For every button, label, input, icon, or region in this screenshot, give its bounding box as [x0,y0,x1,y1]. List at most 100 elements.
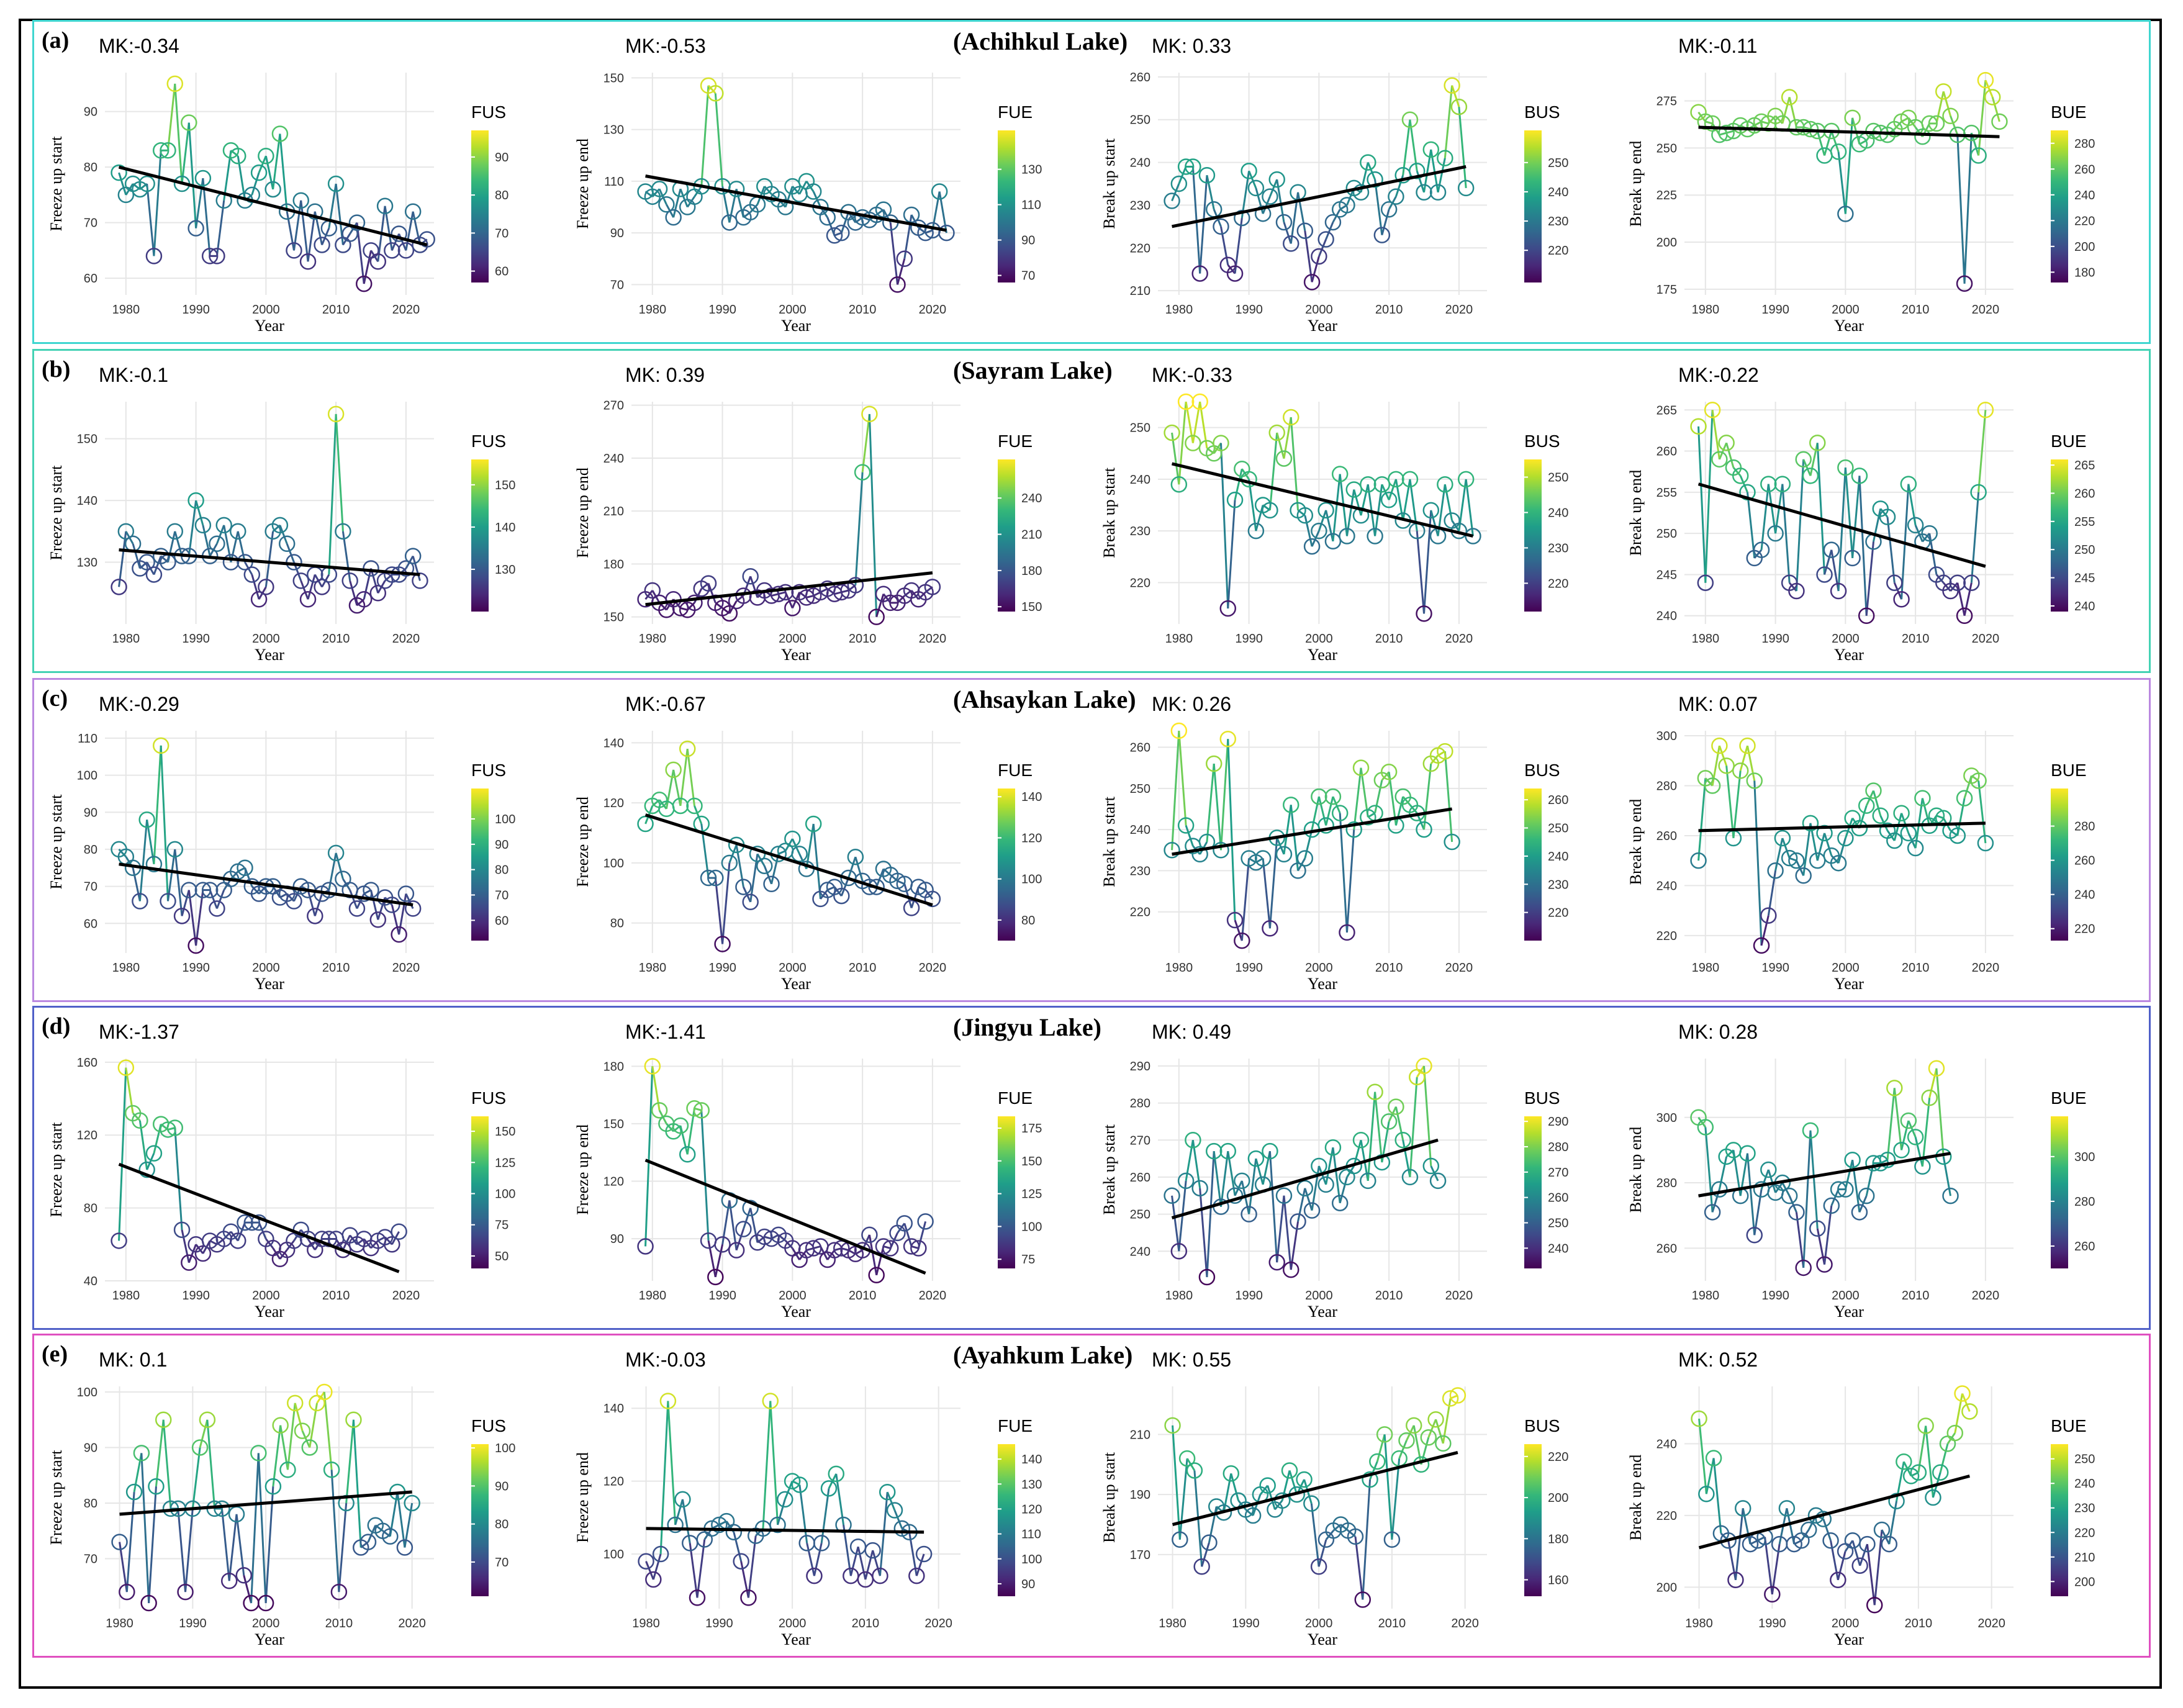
data-point [1816,825,1833,842]
legend-tick-label: 260 [1548,793,1568,807]
series-segment [264,1486,274,1604]
y-tick-label: 270 [1130,1134,1150,1147]
series-segment [405,211,414,251]
series-segment [1742,1508,1751,1545]
x-tick-label: 2020 [1445,303,1473,317]
data-point [1984,89,2001,106]
data-point [882,594,899,612]
series-segment [237,1222,246,1241]
data-point [672,797,689,815]
data-point [145,248,163,264]
data-point [166,841,184,858]
mk-label: MK: 0.07 [1678,693,1758,715]
series-segment [177,1508,187,1593]
data-point [117,1059,135,1076]
data-point [769,1516,786,1534]
trend-line [1698,821,1986,833]
legend-colorbar [1524,130,1542,282]
series-segment [1764,1537,1773,1595]
y-tick-label: 150 [603,1118,624,1131]
x-tick-label: 1980 [1692,632,1720,646]
y-tick-label: 120 [603,1475,624,1489]
data-point [938,224,955,242]
data-point [1760,1161,1777,1178]
series-segment [910,590,920,600]
y-tick-label: 225 [1656,189,1677,202]
series-segment [1886,1088,1896,1160]
legend-tick-label: 200 [1548,1491,1568,1505]
data-point [665,209,682,226]
data-point [1205,755,1223,772]
series-segment [1458,106,1467,189]
data-point [686,797,703,815]
data-point [1401,1168,1419,1186]
series-segment [735,1229,744,1251]
legend-tick-label: 75 [1021,1253,1035,1267]
data-point [1963,574,1980,591]
legend-tick-label: 240 [1548,1242,1568,1255]
series-segment [1963,582,1973,617]
data-point [1290,1213,1306,1230]
data-point [1380,1113,1398,1130]
series-segment [1381,209,1390,236]
series-segment [307,574,316,600]
series-segment [897,880,905,885]
data-point [286,893,302,910]
data-point [886,1502,903,1519]
legend-colorbar [1524,788,1542,941]
data-point [1691,1410,1707,1427]
series-segment [363,250,372,284]
data-point [1262,188,1278,205]
data-point [1310,1558,1327,1575]
series-segment [812,823,821,900]
data-point [1802,468,1819,484]
y-tick-label: 140 [603,1402,624,1416]
series-segment [652,1553,662,1580]
legend-tick-label: 240 [2074,600,2095,613]
data-point [1191,1180,1208,1197]
data-point [707,869,724,887]
data-point [1373,227,1391,243]
series-segment [834,591,842,595]
data-point [1956,607,1973,624]
data-point [1170,175,1188,192]
data-point [1879,1151,1896,1168]
data-point [1764,1586,1781,1603]
data-point [1718,124,1735,142]
data-point [1742,1535,1759,1553]
row-panel-e: (e) (Ayahkum Lake) MK: 0.1 1980 1990 2000 2010… [32,1334,2151,1658]
data-point [1902,1468,1920,1484]
x-tick-label: 1980 [112,303,140,317]
series-segment [1942,91,1951,117]
series-segment [272,1247,281,1260]
series-segment [167,849,176,901]
legend-tick-label: 180 [2074,266,2095,279]
legend-tick-label: 220 [1548,577,1568,590]
x-axis-label: Year [781,1303,811,1321]
data-point [813,1535,830,1552]
row-panel-c: (c) (Ahsaykan Lake) MK:-0.29 1980 1990 2000 20… [32,678,2151,1002]
mk-label: MK:-0.1 [99,364,168,386]
series-segment [931,191,941,231]
series-segment [181,122,190,184]
y-axis-label: Freeze up end [574,1124,592,1215]
series-segment [323,1391,333,1470]
x-tick-label: 2000 [252,632,280,646]
y-tick-label: 245 [1656,568,1677,582]
series-segment [1339,1177,1348,1204]
series-segment [1754,120,1762,127]
series-segment [1697,778,1707,861]
legend-tick-label: 260 [2074,163,2095,176]
data-point [1380,201,1398,218]
data-point [1935,83,1952,100]
series-segment [1325,510,1334,542]
series-segment [1219,443,1229,609]
data-point [1914,128,1931,145]
data-point [1226,911,1244,929]
data-point [258,148,274,165]
data-point [1704,402,1721,418]
data-point [686,594,703,612]
legend-title: BUS [1524,432,1560,451]
data-point [327,844,345,862]
data-point [166,1119,184,1136]
